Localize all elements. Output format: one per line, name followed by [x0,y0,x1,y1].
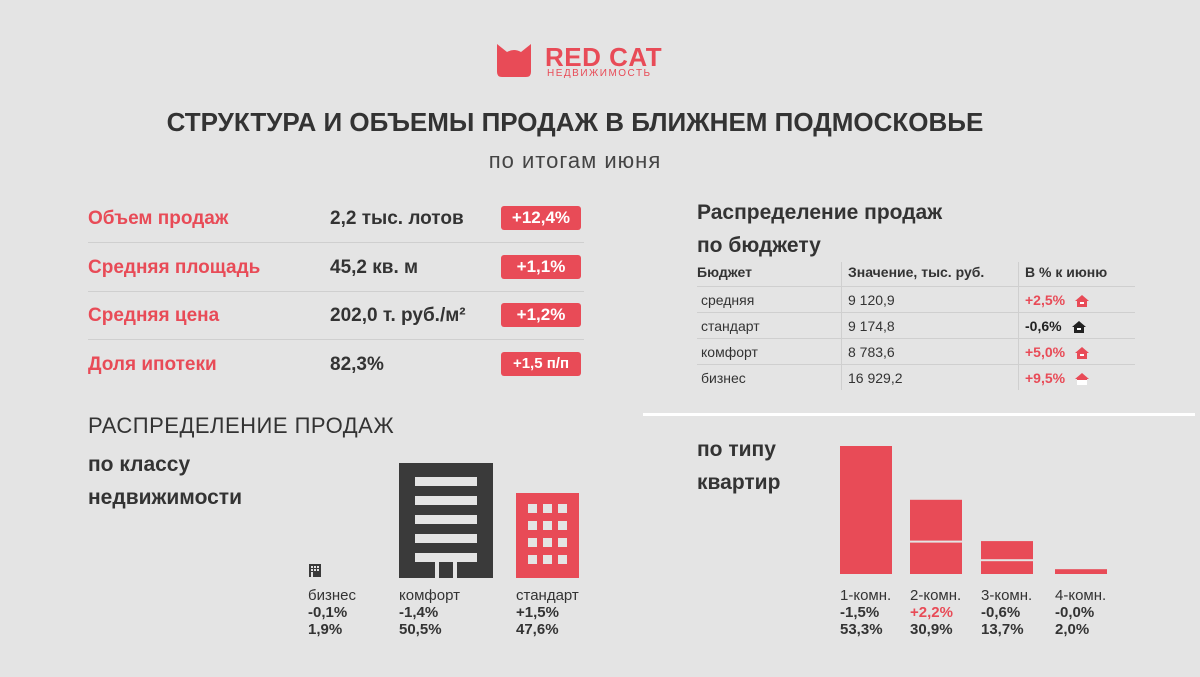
brand-name: RED CAT [545,42,663,72]
kpi-label: Средняя площадь [88,257,261,278]
kpi-label: Средняя цена [88,305,220,326]
kpi-change-badge: +12,4% [501,206,581,230]
class-change-label: -0,1% [308,604,348,621]
apt-category-label: 2-комн. [910,587,962,604]
budget-change: +9,5% [1025,369,1066,386]
budget-title: Распределение продаж по бюджету [697,196,942,262]
kpi-row: Доля ипотеки 82,3% +1,5 п/п [88,340,584,388]
budget-table-header: Бюджет Значение, тыс. руб. В % к июню [697,262,1135,287]
budget-value: 9 120,9 [841,286,1019,313]
budget-name: стандарт [697,312,842,339]
apt-bar-3 [981,541,1033,574]
class-share-label: 47,6% [516,621,559,638]
apt-change-label: -0,0% [1055,604,1095,621]
kpi-row: Средняя цена 202,0 т. руб./м² +1,2% [88,291,584,340]
class-subheading-line: по классу [88,453,191,476]
building-comfort-icon [399,463,493,578]
budget-name: бизнес [701,369,746,386]
apt-section-heading: по типу квартир [697,433,780,499]
table-row: бизнес 16 929,2 +9,5% [697,364,1135,390]
budget-value: 16 929,2 [841,364,1019,390]
apt-bar-1 [840,446,892,574]
kpi-value: 2,2 тыс. лотов [330,208,464,229]
budget-change: -0,6% [1025,317,1062,334]
home-up-icon [1075,372,1090,385]
apt-bar-growth-divider [981,559,1033,562]
apt-stat: 1-комн. -1,5% 53,3% [840,587,891,638]
table-row: стандарт 9 174,8 -0,6% [697,312,1135,339]
apt-bar-2 [910,499,962,574]
kpi-change-badge: +1,1% [501,255,581,279]
table-row: комфорт 8 783,6 +5,0% [697,338,1135,365]
kpi-value: 45,2 кв. м [330,257,419,278]
building-standard-icon [516,493,579,578]
class-subheading-line: недвижимости [88,486,242,509]
kpi-label: Объем продаж [88,208,229,229]
home-up-icon [1075,294,1090,307]
kpi-label: Доля ипотеки [88,354,217,375]
home-up-icon [1075,346,1090,359]
apt-category-label: 1-комн. [840,587,892,604]
budget-name: средняя [697,286,842,313]
apt-share-label: 13,7% [981,621,1024,638]
class-share-label: 50,5% [399,621,442,638]
apt-change-label: -1,5% [840,604,880,621]
kpi-value: 82,3% [330,354,384,375]
class-share-label: 1,9% [308,621,343,638]
class-change-label: -1,4% [399,604,439,621]
class-category-label: стандарт [516,587,579,604]
apt-heading-line: по типу [697,438,776,461]
class-section-heading: РАСПРЕДЕЛЕНИЕ ПРОДАЖ [88,413,395,438]
page-title: СТРУКТУРА И ОБЪЕМЫ ПРОДАЖ В БЛИЖНЕМ ПОДМ… [166,107,984,137]
table-row: средняя 9 120,9 +2,5% [697,286,1135,313]
kpi-row: Средняя площадь 45,2 кв. м +1,1% [88,243,584,292]
apt-type-bar-chart [840,446,1107,574]
apt-category-label: 3-комн. [981,587,1033,604]
kpi-value: 202,0 т. руб./м² [330,305,466,326]
budget-title-line: по бюджету [697,234,821,257]
apt-change-label: +2,2% [910,604,953,621]
class-section-subheading: по классу недвижимости [88,448,242,514]
apt-bar-growth-divider [910,540,962,543]
apt-heading-line: квартир [697,471,781,494]
budget-table: Бюджет Значение, тыс. руб. В % к июню ср… [697,262,1135,390]
section-divider [643,413,1195,416]
budget-value: 8 783,6 [841,338,1019,365]
column-header: В % к июню [1018,262,1135,287]
kpi-row: Объем продаж 2,2 тыс. лотов +12,4% [88,194,584,243]
brand-sub: НЕДВИЖИМОСТЬ [547,68,652,79]
class-stat: бизнес -0,1% 1,9% [308,587,356,638]
budget-title-line: Распределение продаж [697,201,943,224]
apt-share-label: 30,9% [910,621,953,638]
budget-name: комфорт [697,338,842,365]
building-business-icon [309,564,321,577]
page-subtitle: по итогам июня [488,148,662,173]
class-category-label: комфорт [399,587,460,604]
budget-value: 9 174,8 [841,312,1019,339]
kpi-change-badge: +1,5 п/п [501,352,581,376]
column-header: Значение, тыс. руб. [841,262,1019,287]
apt-stat: 3-комн. -0,6% 13,7% [981,587,1032,638]
home-down-icon [1071,320,1086,333]
budget-change: +2,5% [1025,291,1066,308]
apt-bar-4 [1055,569,1107,574]
class-change-label: +1,5% [516,604,559,621]
red-cat-logo-icon [497,44,531,77]
class-stat: комфорт -1,4% 50,5% [399,587,460,638]
apt-change-label: -0,6% [981,604,1021,621]
apt-share-label: 2,0% [1055,621,1090,638]
apt-share-label: 53,3% [840,621,883,638]
apt-category-label: 4-комн. [1055,587,1107,604]
apt-stat: 4-комн. -0,0% 2,0% [1055,587,1106,638]
budget-change: +5,0% [1025,343,1066,360]
class-category-label: бизнес [308,587,356,604]
class-stat: стандарт +1,5% 47,6% [516,587,579,638]
apt-stat: 2-комн. +2,2% 30,9% [910,587,961,638]
column-header: Бюджет [697,262,842,287]
kpi-change-badge: +1,2% [501,303,581,327]
